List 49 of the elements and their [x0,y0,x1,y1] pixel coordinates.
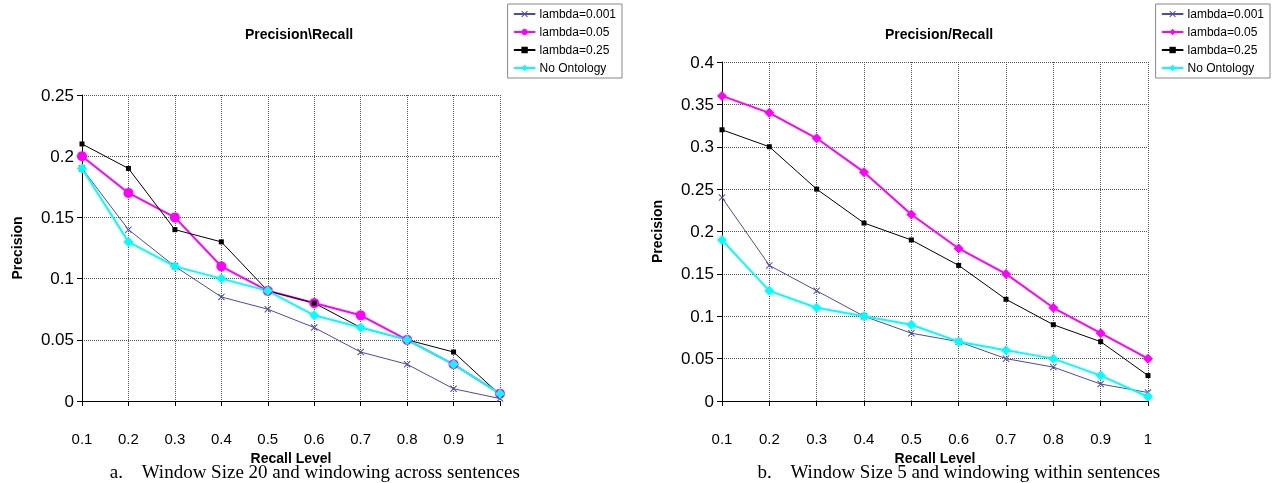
x-tick-label: 0.3 [164,430,186,447]
y-axis-title: Precision [649,199,665,264]
chart-title: Precision/Recall [885,26,994,42]
legend-label: lambda=0.05 [1187,25,1258,39]
y-tick-label: 0.05 [680,349,714,369]
y-axis-title: Precision [9,216,25,280]
chart-title: Precision\Recall [245,26,354,42]
x-tick-label: 0.7 [995,430,1017,447]
x-tick-label: 0.3 [806,430,828,447]
y-tick-label: 0.15 [680,264,714,284]
y-tick-label: 0.25 [40,85,74,105]
x-tick-label: 0.8 [396,430,418,447]
legend-label: lambda=0.001 [539,7,617,21]
x-tick-label: 0.8 [1042,430,1064,447]
x-tick-label: 0.5 [257,430,279,447]
y-tick-label: 0.05 [40,330,74,350]
y-tick-label: 0.1 [690,306,714,326]
y-tick-label: 0.2 [690,222,714,241]
y-tick-label: 0 [64,391,74,411]
x-tick-label: 0.2 [118,430,139,447]
x-tick-label: 0.9 [443,430,464,447]
x-tick-label: 0.4 [210,430,232,447]
legend-label: No Ontology [539,61,607,75]
x-tick-label: 0.4 [853,430,875,447]
legend-label: lambda=0.25 [539,43,610,57]
x-tick-label: 0.7 [350,430,372,447]
y-tick-label: 0.3 [690,137,714,157]
x-tick-label: 0.1 [71,430,93,447]
x-tick-label: 0.2 [758,430,780,447]
x-tick-label: 1 [495,430,505,447]
legend-label: lambda=0.25 [1187,43,1258,57]
y-tick-label: 0.15 [40,207,74,227]
y-tick-label: 0 [704,391,714,411]
y-tick-label: 0.25 [680,179,714,199]
legend-label: lambda=0.05 [539,25,610,39]
x-tick-label: 1 [1143,430,1153,447]
x-tick-label: 0.5 [900,430,922,447]
y-tick-label: 0.4 [690,52,714,72]
legend-label: No Ontology [1187,61,1255,75]
x-tick-label: 0.9 [1090,430,1112,447]
x-tick-label: 0.6 [303,430,325,447]
legend-label: lambda=0.001 [1187,7,1265,21]
x-tick-label: 0.6 [948,430,970,447]
y-tick-label: 0.2 [50,146,74,166]
y-tick-label: 0.1 [50,269,74,289]
x-axis-title: Recall Level [250,449,332,466]
x-axis-title: Recall Level [894,449,976,466]
x-tick-label: 0.1 [711,430,733,447]
y-tick-label: 0.35 [680,94,714,114]
